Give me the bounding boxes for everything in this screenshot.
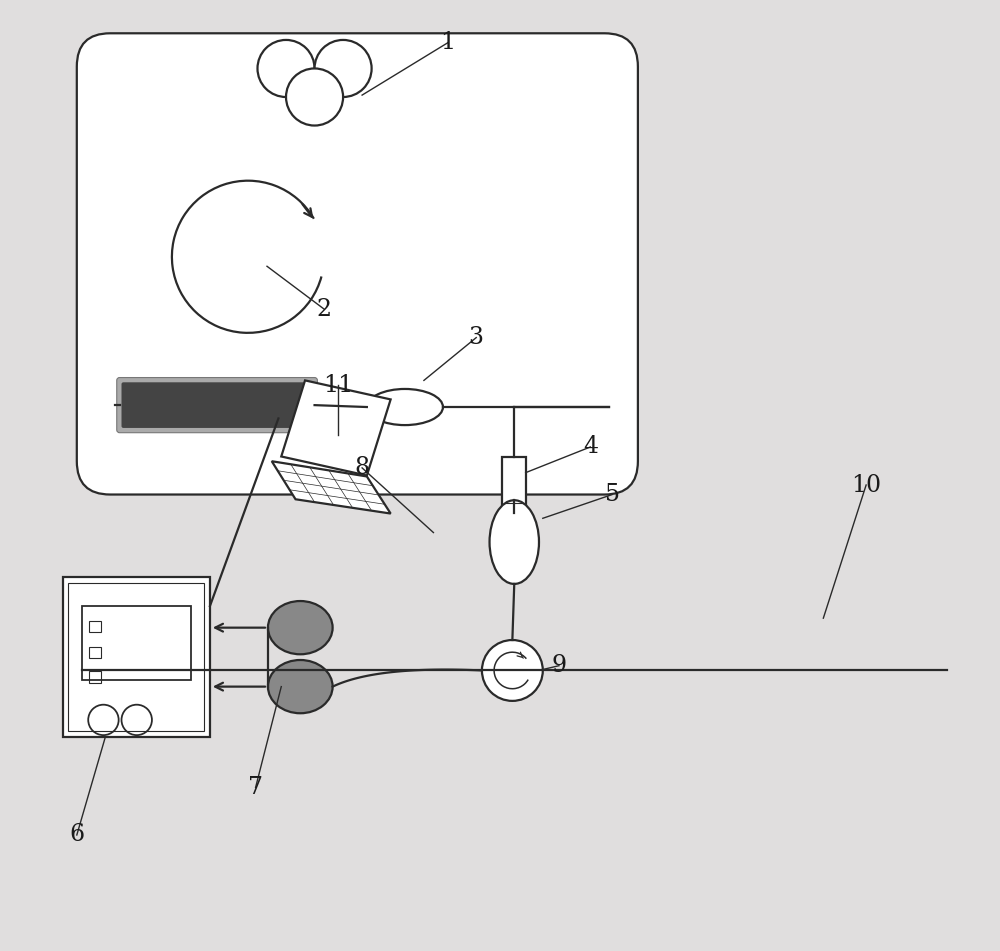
Text: 1: 1 [440, 31, 455, 54]
FancyBboxPatch shape [117, 378, 317, 433]
Text: 10: 10 [851, 474, 881, 496]
Polygon shape [272, 461, 391, 514]
Text: 9: 9 [551, 654, 567, 677]
FancyBboxPatch shape [502, 457, 526, 513]
FancyBboxPatch shape [63, 577, 210, 737]
Text: 2: 2 [317, 298, 332, 320]
Ellipse shape [367, 389, 443, 425]
Polygon shape [281, 380, 391, 476]
Text: 3: 3 [469, 326, 484, 349]
Ellipse shape [268, 601, 333, 654]
Circle shape [257, 40, 315, 97]
Ellipse shape [268, 660, 333, 713]
Text: 6: 6 [69, 824, 84, 846]
Text: 8: 8 [355, 456, 370, 479]
Text: 5: 5 [605, 483, 620, 506]
Circle shape [482, 640, 543, 701]
Text: 11: 11 [323, 374, 353, 397]
Circle shape [286, 68, 343, 126]
FancyBboxPatch shape [82, 606, 191, 680]
FancyBboxPatch shape [77, 33, 638, 495]
Circle shape [315, 40, 372, 97]
Text: 4: 4 [583, 436, 598, 458]
Ellipse shape [490, 500, 539, 584]
Text: 7: 7 [248, 776, 263, 799]
FancyBboxPatch shape [122, 382, 313, 428]
